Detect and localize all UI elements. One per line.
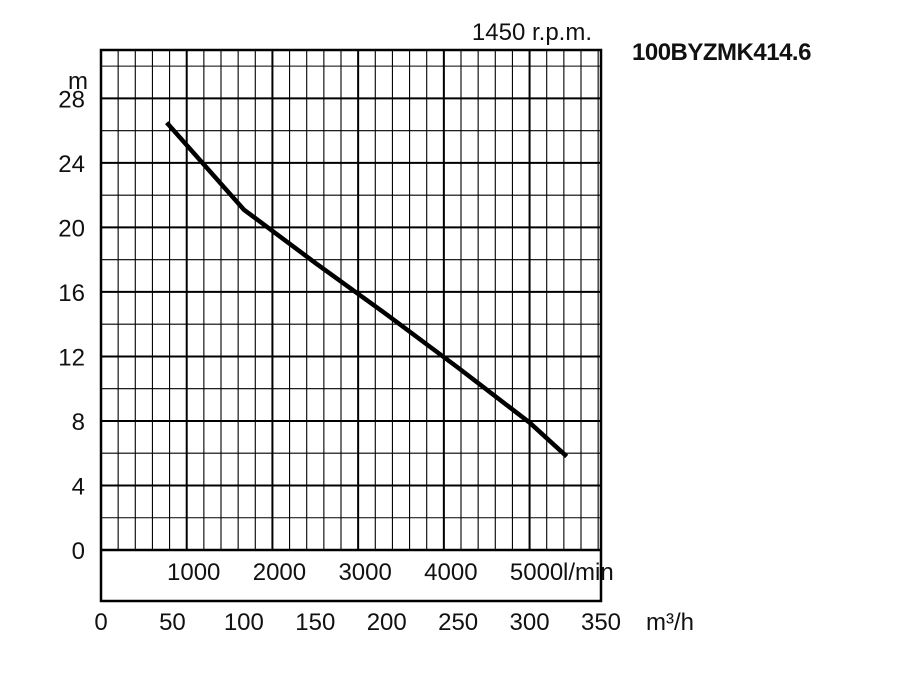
x2-tick-label: 2000	[253, 559, 306, 586]
grid	[101, 50, 601, 550]
y-tick-label: 16	[58, 280, 85, 307]
x-tick-label: 300	[510, 609, 550, 636]
y-axis-label: m	[68, 68, 88, 95]
y-tick-label: 0	[72, 538, 85, 565]
x2-tick-label: 1000	[167, 559, 220, 586]
plot-frame	[99, 48, 603, 603]
x-tick-label: 250	[438, 609, 478, 636]
x-tick-label: 50	[159, 609, 186, 636]
y-tick-label: 8	[72, 409, 85, 436]
y-tick-label: 28	[58, 86, 85, 113]
x-tick-label: 350	[581, 609, 621, 636]
performance-curve-0	[165, 121, 569, 459]
chart-subtitle: 1450 r.p.m.	[472, 19, 592, 46]
x-tick-label: 200	[367, 609, 407, 636]
x-tick-label: 100	[224, 609, 264, 636]
x2-tick-label: 5000	[510, 559, 563, 586]
x2-tick-label: 4000	[424, 559, 477, 586]
x-tick-label: 0	[94, 609, 107, 636]
y-tick-label: 20	[58, 215, 85, 242]
y-tick-label: 12	[58, 344, 85, 371]
chart-title: 100BYZMK414.6	[632, 39, 811, 66]
labels-layer: 1450 r.p.m. 100BYZMK414.6 m l/min m³/h 0…	[58, 19, 811, 636]
plot-border	[99, 48, 603, 603]
x-tick-label: 150	[295, 609, 335, 636]
y-tick-label: 24	[58, 151, 85, 178]
x2-tick-label: 3000	[338, 559, 391, 586]
x2-axis-label: l/min	[563, 559, 614, 586]
x-axis-label: m³/h	[646, 609, 694, 636]
series-layer	[165, 121, 569, 459]
y-tick-label: 4	[72, 473, 85, 500]
